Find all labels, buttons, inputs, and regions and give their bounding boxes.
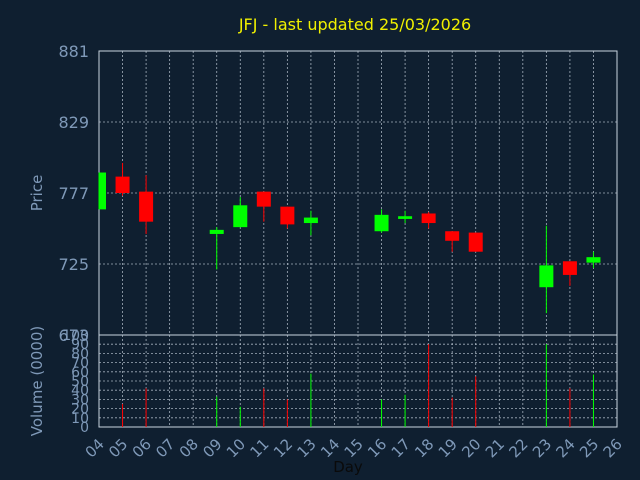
price-axis-title: Price	[28, 175, 46, 212]
volume-tick-label: 40	[71, 383, 89, 399]
price-tick-labels: 881 829 777 725 673	[58, 42, 89, 345]
candle	[398, 210, 413, 224]
candle	[303, 210, 318, 236]
volume-tick-label: 20	[71, 402, 89, 418]
volume-tick-label: 90	[71, 337, 89, 353]
candle-body	[398, 216, 413, 219]
candle-body	[280, 206, 295, 225]
volume-tick-label: 50	[71, 374, 89, 390]
price-tick-label: 777	[58, 184, 89, 203]
candle-body	[468, 232, 483, 252]
candle	[586, 251, 601, 269]
volume-tick-label: 80	[71, 346, 89, 362]
x-axis-title: Day	[333, 458, 363, 476]
volume-tick-label: 70	[71, 356, 89, 372]
candle-body	[99, 172, 106, 210]
candle-body	[209, 229, 224, 234]
candle	[421, 212, 436, 229]
candle	[445, 231, 460, 252]
price-tick-label: 673	[58, 326, 89, 345]
volume-tick-label: 10	[71, 411, 89, 427]
candle	[539, 225, 554, 314]
candle-body	[374, 214, 389, 232]
price-tick-label: 881	[58, 42, 89, 61]
candle-body	[539, 265, 554, 288]
candle-body	[233, 205, 248, 228]
candle-body	[586, 257, 601, 263]
volume-tick-label: 100	[62, 328, 89, 344]
price-tick-label: 725	[58, 255, 89, 274]
volume-axis-title: Volume (0000)	[28, 326, 46, 436]
candle	[115, 162, 130, 196]
candle	[233, 197, 248, 228]
chart-title: JFJ - last updated 25/03/2026	[238, 15, 471, 34]
volume-tick-label: 30	[71, 392, 89, 408]
candle	[374, 209, 389, 233]
candle-body	[445, 231, 460, 241]
candle-body	[115, 176, 130, 193]
candle-body	[562, 261, 577, 275]
candle-body	[139, 191, 154, 222]
candle	[468, 232, 483, 252]
volume-tick-label: 0	[80, 420, 89, 436]
candle	[280, 206, 295, 229]
candle-body	[421, 213, 436, 224]
candle	[139, 175, 154, 234]
candle	[256, 191, 271, 222]
volume-panel-frame	[98, 334, 618, 428]
candle-body	[256, 191, 271, 207]
price-tick-label: 829	[58, 113, 89, 132]
candle	[209, 227, 224, 270]
candle	[562, 261, 577, 286]
candle	[98, 172, 106, 210]
candles	[98, 162, 601, 314]
candle-body	[303, 217, 318, 224]
volume-bars	[122, 344, 594, 427]
volume-tick-label: 60	[71, 365, 89, 381]
